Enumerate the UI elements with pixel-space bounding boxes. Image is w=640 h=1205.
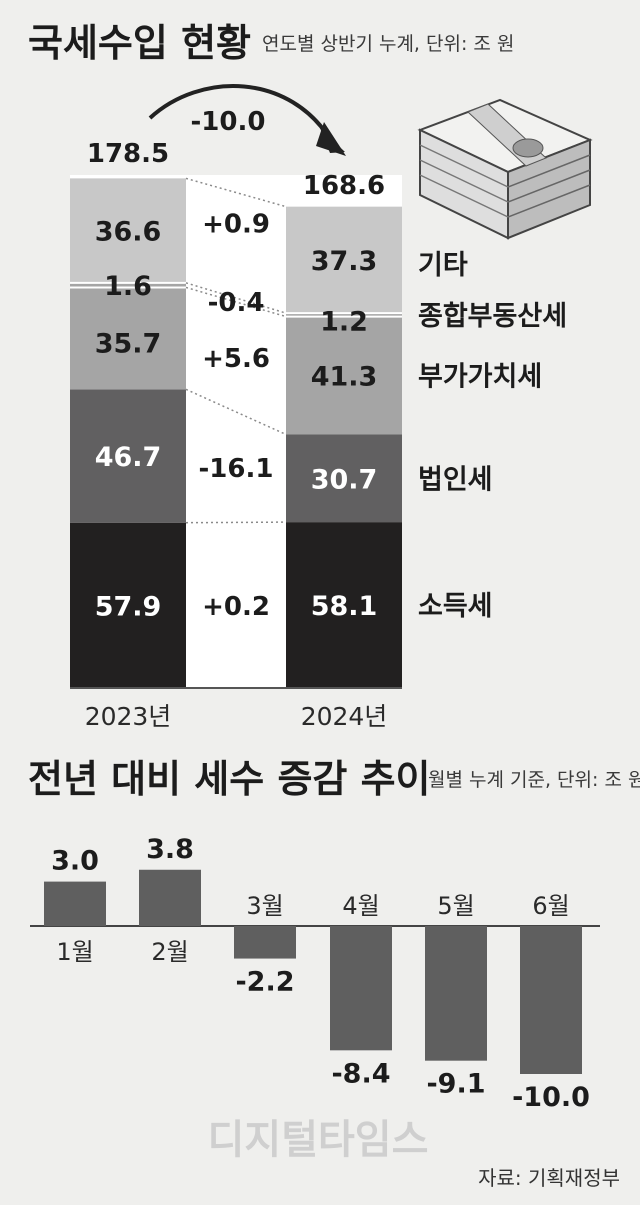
bar-segment-income-2024 — [286, 522, 402, 688]
bar-segment-property-2024 — [286, 313, 402, 317]
bar-segment-corporate-2024 — [286, 434, 402, 523]
bar-segment-income-2023 — [70, 522, 186, 688]
monthly-bars: 3.0 1월 3.8 2월 -2.2 3월 -8.4 4월 -9.1 5월 -10.0 6월 — [30, 834, 600, 1113]
category-label-other: 기타 — [418, 250, 468, 281]
year-label-2024: 2024년 — [301, 702, 388, 731]
change-arrow — [148, 84, 334, 144]
money-stack-icon — [417, 98, 593, 240]
bar-segment-other-2024 — [286, 206, 402, 314]
chart1-subtitle: 연도별 상반기 누계, 단위: 조 원 — [262, 33, 514, 55]
month-bar — [330, 926, 392, 1051]
stacked-bars: 57.9 58.1 +0.2 소득세 46.7 30.7 -16.1 법인세 35.7 41.3 +… — [70, 139, 567, 731]
value-label-property: 1.2 — [320, 307, 368, 338]
source-note: 자료: 기획재정부 — [478, 1166, 620, 1190]
month-bar — [139, 869, 201, 926]
month-value-label: -8.4 — [331, 1058, 390, 1089]
chart1-title: 국세수입 현황 — [28, 21, 251, 65]
connector-line — [185, 177, 287, 208]
month-bar — [425, 926, 487, 1061]
total-label-2024: 168.6 — [303, 171, 385, 201]
value-label-income: 58.1 — [311, 591, 378, 622]
bar-segment-property-2023 — [70, 282, 186, 288]
month-value-label: 3.0 — [51, 846, 99, 877]
arrow-head-fill — [316, 122, 346, 156]
chart2-title: 전년 대비 세수 증감 추이 — [28, 757, 431, 801]
bar-segment-vat-2023 — [70, 287, 186, 390]
change-label-other: +0.9 — [202, 210, 270, 240]
total-change-label: -10.0 — [191, 107, 266, 137]
change-label-corporate: -16.1 — [199, 454, 274, 484]
month-label: 4월 — [342, 892, 379, 920]
chart2-subtitle: 월별 누계 기준, 단위: 조 원 — [428, 769, 640, 791]
connector-line — [185, 286, 287, 318]
month-value-label: -10.0 — [512, 1082, 590, 1113]
watermark: 디지털타임스 — [208, 1117, 429, 1163]
month-value-label: -2.2 — [235, 967, 294, 998]
bar-segment-other-2023 — [70, 178, 186, 283]
month-label: 3월 — [246, 892, 283, 920]
total-label-2023: 178.5 — [87, 139, 169, 169]
connector-line — [185, 388, 287, 436]
value-label-corporate: 30.7 — [311, 464, 378, 495]
month-value-label: 3.8 — [146, 834, 194, 865]
month-bar — [44, 881, 106, 926]
change-label-income: +0.2 — [202, 592, 270, 622]
category-label-vat: 부가가치세 — [418, 362, 542, 393]
month-label: 2월 — [151, 938, 188, 966]
value-label-corporate: 46.7 — [95, 442, 162, 473]
category-label-property: 종합부동산세 — [418, 301, 567, 332]
change-label-property: -0.4 — [208, 288, 265, 318]
value-label-vat: 35.7 — [95, 328, 162, 359]
year-label-2023: 2023년 — [85, 702, 172, 731]
bar-segment-vat-2024 — [286, 316, 402, 435]
month-label: 6월 — [532, 892, 569, 920]
bar-segment-corporate-2023 — [70, 389, 186, 523]
change-label-vat: +5.6 — [202, 344, 270, 374]
month-bar — [234, 926, 296, 959]
month-value-label: -9.1 — [426, 1069, 485, 1100]
month-label: 1월 — [56, 938, 93, 966]
value-label-other: 36.6 — [95, 217, 162, 248]
category-label-corporate: 법인세 — [418, 464, 493, 495]
month-bar — [520, 926, 582, 1074]
month-label: 5월 — [437, 892, 474, 920]
category-label-income: 소득세 — [418, 591, 493, 622]
value-label-other: 37.3 — [311, 246, 378, 277]
value-label-income: 57.9 — [95, 591, 162, 622]
connector-line — [185, 521, 287, 524]
value-label-property: 1.6 — [104, 271, 152, 302]
value-label-vat: 41.3 — [311, 362, 378, 393]
